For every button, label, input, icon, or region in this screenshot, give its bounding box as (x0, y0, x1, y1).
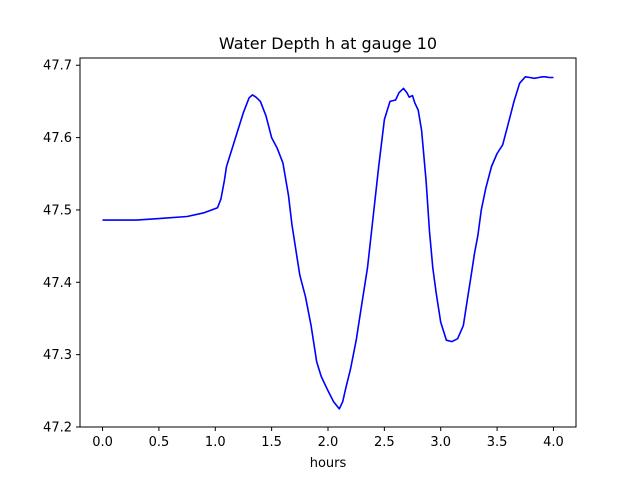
x-axis: 0.0 0.5 1.0 1.5 2.0 2.5 3.0 3.5 4.0 (92, 427, 564, 450)
x-tick-label: 4.0 (543, 435, 564, 450)
x-tick-label: 2.0 (318, 435, 339, 450)
x-tick-label: 1.5 (261, 435, 282, 450)
chart-title: Water Depth h at gauge 10 (219, 34, 437, 53)
y-axis: 47.2 47.3 47.4 47.5 47.6 47.7 (43, 59, 80, 436)
y-tick-label: 47.4 (43, 276, 72, 291)
y-tick-label: 47.6 (43, 131, 72, 146)
x-tick-label: 0.0 (92, 435, 113, 450)
x-tick-label: 2.5 (374, 435, 395, 450)
x-tick-label: 3.5 (487, 435, 508, 450)
y-tick-label: 47.7 (43, 59, 72, 74)
y-tick-label: 47.3 (43, 348, 72, 363)
x-axis-title: hours (310, 456, 347, 471)
series-line (102, 76, 554, 410)
x-tick-label: 1.0 (205, 435, 226, 450)
y-tick-label: 47.2 (43, 421, 72, 436)
x-tick-label: 0.5 (149, 435, 170, 450)
y-tick-label: 47.5 (43, 203, 72, 218)
x-tick-label: 3.0 (430, 435, 451, 450)
plot-area (102, 76, 554, 410)
